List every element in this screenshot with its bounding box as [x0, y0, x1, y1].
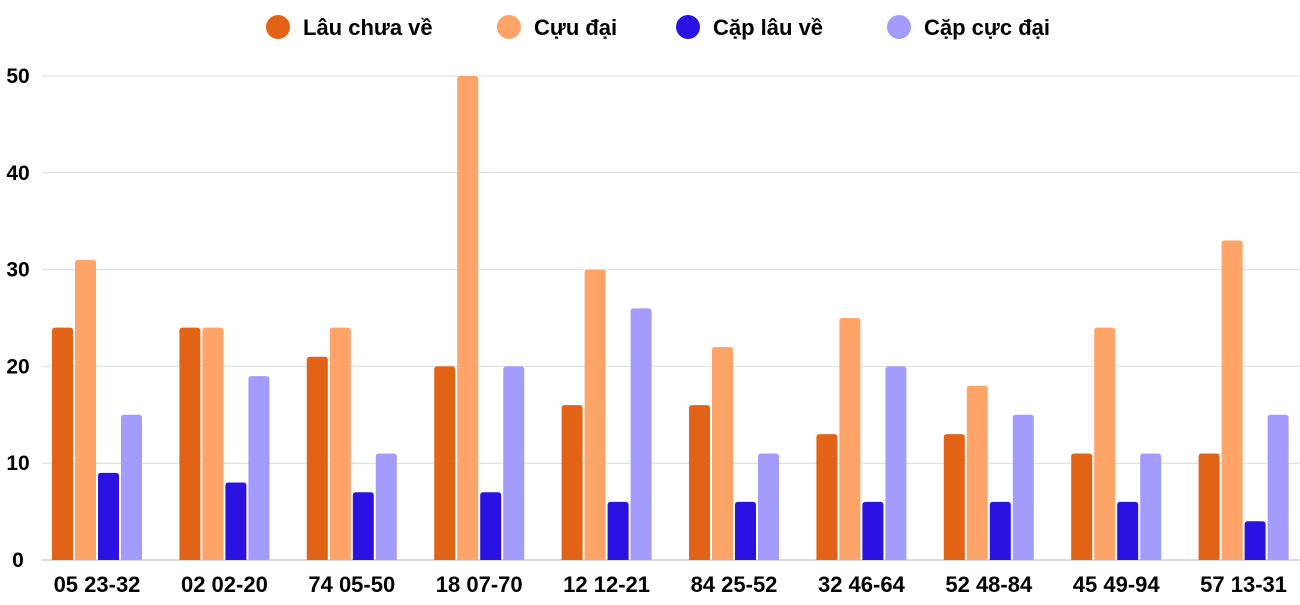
- legend-label: Lâu chưa về: [303, 15, 433, 40]
- bar-cặp-lâu-về: [98, 472, 119, 560]
- bar-cựu-đại: [75, 259, 96, 560]
- bar-lâu-chưa-về: [306, 356, 328, 560]
- bar-cặp-lâu-về: [735, 501, 756, 560]
- bar-lâu-chưa-về: [943, 434, 965, 560]
- bar-cặp-cực-đại: [1012, 414, 1034, 560]
- y-tick-label: 0: [12, 549, 24, 572]
- bar-cặp-cực-đại: [121, 414, 142, 560]
- bar-cựu-đại: [202, 327, 224, 560]
- legend-swatch-icon: [887, 15, 911, 39]
- bar-cựu-đại: [457, 76, 479, 560]
- x-tick-label: 05 23-32: [54, 572, 141, 597]
- bar-cặp-cực-đại: [758, 453, 779, 560]
- legend-swatch-icon: [676, 15, 700, 39]
- x-tick-label: 57 13-31: [1200, 572, 1287, 597]
- legend-item: Cặp cực đại: [887, 15, 1050, 40]
- legend-swatch-icon: [497, 15, 521, 39]
- bar-cựu-đại: [1221, 240, 1243, 560]
- bars: [52, 76, 1289, 560]
- bar-cựu-đại: [329, 327, 351, 560]
- bar-cặp-cực-đại: [503, 366, 525, 560]
- bar-cặp-lâu-về: [352, 492, 374, 560]
- y-tick-label: 30: [6, 259, 29, 282]
- bar-cặp-lâu-về: [1244, 521, 1266, 560]
- bar-lâu-chưa-về: [1198, 453, 1220, 560]
- legend: Lâu chưa về Cựu đại Cặp lâu về Cặp cực đại: [266, 15, 1050, 40]
- y-tick-label: 10: [6, 452, 29, 475]
- legend-item: Cặp lâu về: [676, 15, 823, 40]
- bar-lâu-chưa-về: [816, 434, 838, 560]
- legend-label: Cặp lâu về: [713, 15, 823, 40]
- bar-cặp-cực-đại: [375, 453, 397, 560]
- x-tick-label: 02 02-20: [181, 572, 268, 597]
- x-tick-label: 45 49-94: [1073, 572, 1161, 597]
- bar-cặp-cực-đại: [248, 376, 270, 560]
- bar-cặp-lâu-về: [607, 501, 629, 560]
- bar-lâu-chưa-về: [561, 405, 583, 560]
- x-tick-label: 74 05-50: [308, 572, 395, 597]
- bar-cặp-cực-đại: [1267, 414, 1289, 560]
- bar-cựu-đại: [966, 385, 988, 560]
- bar-cựu-đại: [839, 318, 861, 560]
- bar-cặp-lâu-về: [225, 482, 247, 560]
- bar-cựu-đại: [584, 269, 606, 560]
- legend-item: Cựu đại: [497, 15, 617, 40]
- y-axis: 0 10 20 30 40 50: [6, 65, 29, 572]
- bar-cặp-lâu-về: [989, 501, 1011, 560]
- bar-cặp-cực-đại: [885, 366, 907, 560]
- legend-item: Lâu chưa về: [266, 15, 433, 40]
- x-tick-label: 12 12-21: [563, 572, 650, 597]
- bar-cặp-lâu-về: [1117, 501, 1139, 560]
- bar-lâu-chưa-về: [689, 405, 710, 560]
- x-tick-label: 32 46-64: [818, 572, 906, 597]
- bar-lâu-chưa-về: [52, 327, 73, 560]
- x-tick-label: 18 07-70: [436, 572, 523, 597]
- bar-cựu-đại: [1094, 327, 1116, 560]
- y-tick-label: 50: [6, 65, 29, 88]
- bar-lâu-chưa-về: [434, 366, 456, 560]
- legend-label: Cặp cực đại: [924, 15, 1050, 40]
- bar-cặp-lâu-về: [862, 501, 884, 560]
- x-tick-label: 84 25-52: [691, 572, 778, 597]
- y-tick-label: 20: [6, 355, 29, 378]
- legend-label: Cựu đại: [534, 15, 617, 40]
- bar-cặp-cực-đại: [630, 308, 652, 560]
- bar-lâu-chưa-về: [1071, 453, 1093, 560]
- bar-cặp-cực-đại: [1140, 453, 1162, 560]
- y-tick-label: 40: [6, 162, 29, 185]
- bar-cựu-đại: [712, 347, 733, 560]
- bar-cặp-lâu-về: [480, 492, 502, 560]
- x-tick-label: 52 48-84: [945, 572, 1033, 597]
- legend-swatch-icon: [266, 15, 290, 39]
- x-axis: 05 23-32 02 02-20 74 05-50 18 07-70 12 12-21…: [54, 572, 1287, 597]
- bar-lâu-chưa-về: [179, 327, 201, 560]
